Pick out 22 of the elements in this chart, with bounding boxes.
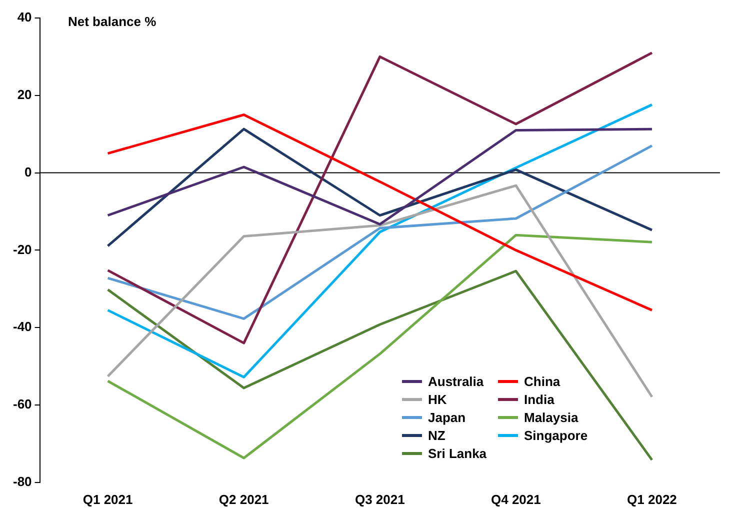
legend-label: Australia bbox=[427, 374, 485, 390]
legend-label: Singapore bbox=[523, 428, 589, 444]
legend-label: Sri Lanka bbox=[427, 446, 488, 462]
x-tick-label: Q3 2021 bbox=[354, 492, 405, 507]
legend-label: Japan bbox=[427, 410, 467, 426]
y-axis-title: Net balance % bbox=[68, 14, 156, 29]
y-tick-label: 40 bbox=[17, 10, 32, 25]
y-tick-label: 0 bbox=[24, 164, 32, 180]
legend-label: China bbox=[523, 374, 562, 390]
y-tick-label: -40 bbox=[12, 319, 32, 334]
y-tick-label: -80 bbox=[12, 474, 32, 489]
legend-label: HK bbox=[427, 392, 448, 408]
y-tick-label: 20 bbox=[17, 86, 32, 102]
x-tick-label: Q2 2021 bbox=[218, 492, 269, 507]
y-tick-label: -20 bbox=[12, 242, 32, 257]
x-tick-label: Q1 2022 bbox=[627, 492, 677, 507]
legend-label: NZ bbox=[427, 428, 446, 444]
legend-label: India bbox=[523, 392, 556, 408]
x-tick-label: Q4 2021 bbox=[491, 492, 541, 507]
x-tick-label: Q1 2021 bbox=[82, 492, 133, 507]
legend-label: Malaysia bbox=[523, 410, 580, 426]
y-tick-label: -60 bbox=[12, 396, 32, 412]
